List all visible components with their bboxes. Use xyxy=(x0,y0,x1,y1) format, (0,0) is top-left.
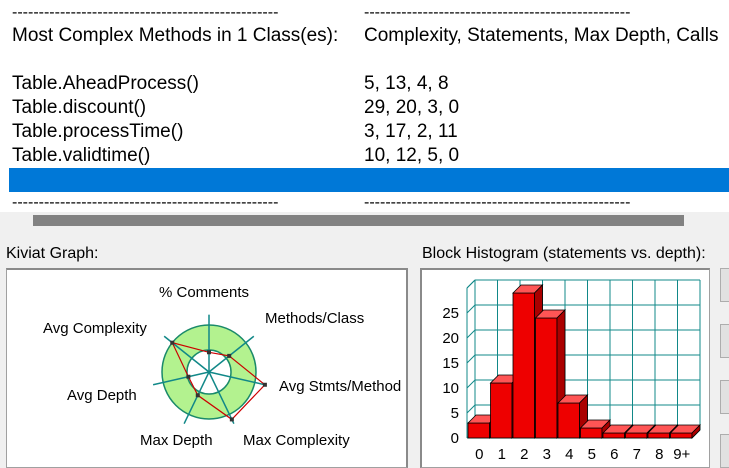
side-button[interactable] xyxy=(720,380,729,414)
kiviat-graph: % Comments Methods/Class Avg Stmts/Method M… xyxy=(43,284,401,449)
hist-x-tick-label: 9+ xyxy=(673,446,690,463)
method-row[interactable]: Table.validtime() 10, 12, 5, 0 xyxy=(0,144,729,168)
kiviat-axis-label: Avg Complexity xyxy=(43,320,147,337)
kiviat-axis-label: Max Complexity xyxy=(243,432,350,449)
kiviat-axis xyxy=(208,371,266,386)
histogram-title: Block Histogram (statements vs. depth): xyxy=(422,245,706,262)
kiviat-axis-label: Max Depth xyxy=(140,432,213,449)
kiviat-title: Kiviat Graph: xyxy=(6,245,99,262)
hist-bar xyxy=(669,424,701,439)
kiviat-point xyxy=(207,350,211,355)
hist-y-tick-label: 20 xyxy=(442,330,459,347)
kiviat-point xyxy=(186,374,191,379)
method-values: 3, 17, 2, 11 xyxy=(364,121,458,142)
kiviat-point xyxy=(195,393,200,398)
kiviat-metric-polygon xyxy=(171,341,266,421)
kiviat-axis-label: % Comments xyxy=(159,284,249,301)
hist-y-tick-label: 10 xyxy=(442,380,459,397)
kiviat-point xyxy=(227,353,232,358)
kiviat-axis-label: Avg Stmts/Method xyxy=(279,378,401,395)
kiviat-axis xyxy=(152,371,210,386)
hist-x-tick-label: 8 xyxy=(655,446,663,463)
hist-x-tick-label: 2 xyxy=(520,446,528,463)
separator-row: ----------------------------------------… xyxy=(0,4,729,21)
header-left: Most Complex Methods in 1 Class(es): xyxy=(12,25,339,46)
kiviat-axis xyxy=(183,371,210,424)
hist-x-tick-label: 6 xyxy=(610,446,618,463)
hist-grid-diag xyxy=(466,329,476,339)
hist-x-tick-label: 0 xyxy=(475,446,483,463)
hist-x-tick-label: 5 xyxy=(588,446,596,463)
kiviat-point xyxy=(170,340,175,345)
hist-grid-diag xyxy=(466,304,476,314)
separator-right: ----------------------------------------… xyxy=(364,4,631,21)
side-button[interactable] xyxy=(720,268,729,302)
kiviat-axis-label: Methods/Class xyxy=(265,310,364,327)
hist-y-tick-label: 0 xyxy=(451,430,459,447)
hist-y-tick-label: 25 xyxy=(442,305,459,322)
method-values: 10, 12, 5, 0 xyxy=(364,145,460,166)
kiviat-point xyxy=(229,417,234,422)
method-name: Table.AheadProcess() xyxy=(12,73,199,94)
method-name: Table.validtime() xyxy=(12,145,151,166)
separator-left: ----------------------------------------… xyxy=(12,194,279,211)
method-name: Table.processTime() xyxy=(12,121,184,142)
method-row[interactable]: Table.processTime() 3, 17, 2, 11 xyxy=(0,120,729,144)
header-right: Complexity, Statements, Max Depth, Calls xyxy=(364,25,719,46)
selected-line-highlight[interactable] xyxy=(9,168,729,192)
separator-right: ----------------------------------------… xyxy=(364,194,631,211)
method-row[interactable]: Table.AheadProcess() 5, 13, 4, 8 xyxy=(0,72,729,96)
hist-y-tick-label: 15 xyxy=(442,355,459,372)
kiviat-graph-panel: % Comments Methods/Class Avg Stmts/Method M… xyxy=(6,268,408,468)
kiviat-axis-label: Avg Depth xyxy=(67,387,137,404)
hist-grid-diag xyxy=(466,379,476,389)
method-values: 5, 13, 4, 8 xyxy=(364,73,449,94)
hist-grid-diag xyxy=(466,279,476,289)
hist-y-tick-label: 5 xyxy=(451,405,459,422)
header-row: Most Complex Methods in 1 Class(es): Com… xyxy=(0,24,729,48)
method-row[interactable]: Table.discount() 29, 20, 3, 0 xyxy=(0,96,729,120)
report-text-area[interactable]: ----------------------------------------… xyxy=(0,0,729,212)
hist-x-tick-label: 1 xyxy=(498,446,506,463)
hist-x-tick-label: 3 xyxy=(543,446,551,463)
separator-left: ----------------------------------------… xyxy=(12,4,279,21)
kiviat-point xyxy=(262,382,267,387)
hist-grid-diag xyxy=(466,404,476,414)
method-name: Table.discount() xyxy=(12,97,147,118)
hist-x-tick-label: 7 xyxy=(633,446,641,463)
block-histogram-panel: 0 5 10 15 20 25 0 1 2 3 4 5 6 7 8 9+ xyxy=(420,268,710,468)
method-values: 29, 20, 3, 0 xyxy=(364,97,460,118)
kiviat-axis xyxy=(208,371,235,424)
horizontal-scrollbar-thumb[interactable] xyxy=(33,215,684,226)
side-button[interactable] xyxy=(720,324,729,358)
hist-x-tick-label: 4 xyxy=(565,446,573,463)
separator-row-bottom: ----------------------------------------… xyxy=(0,194,729,211)
kiviat-axis xyxy=(208,335,255,373)
hist-grid-diag xyxy=(466,354,476,364)
